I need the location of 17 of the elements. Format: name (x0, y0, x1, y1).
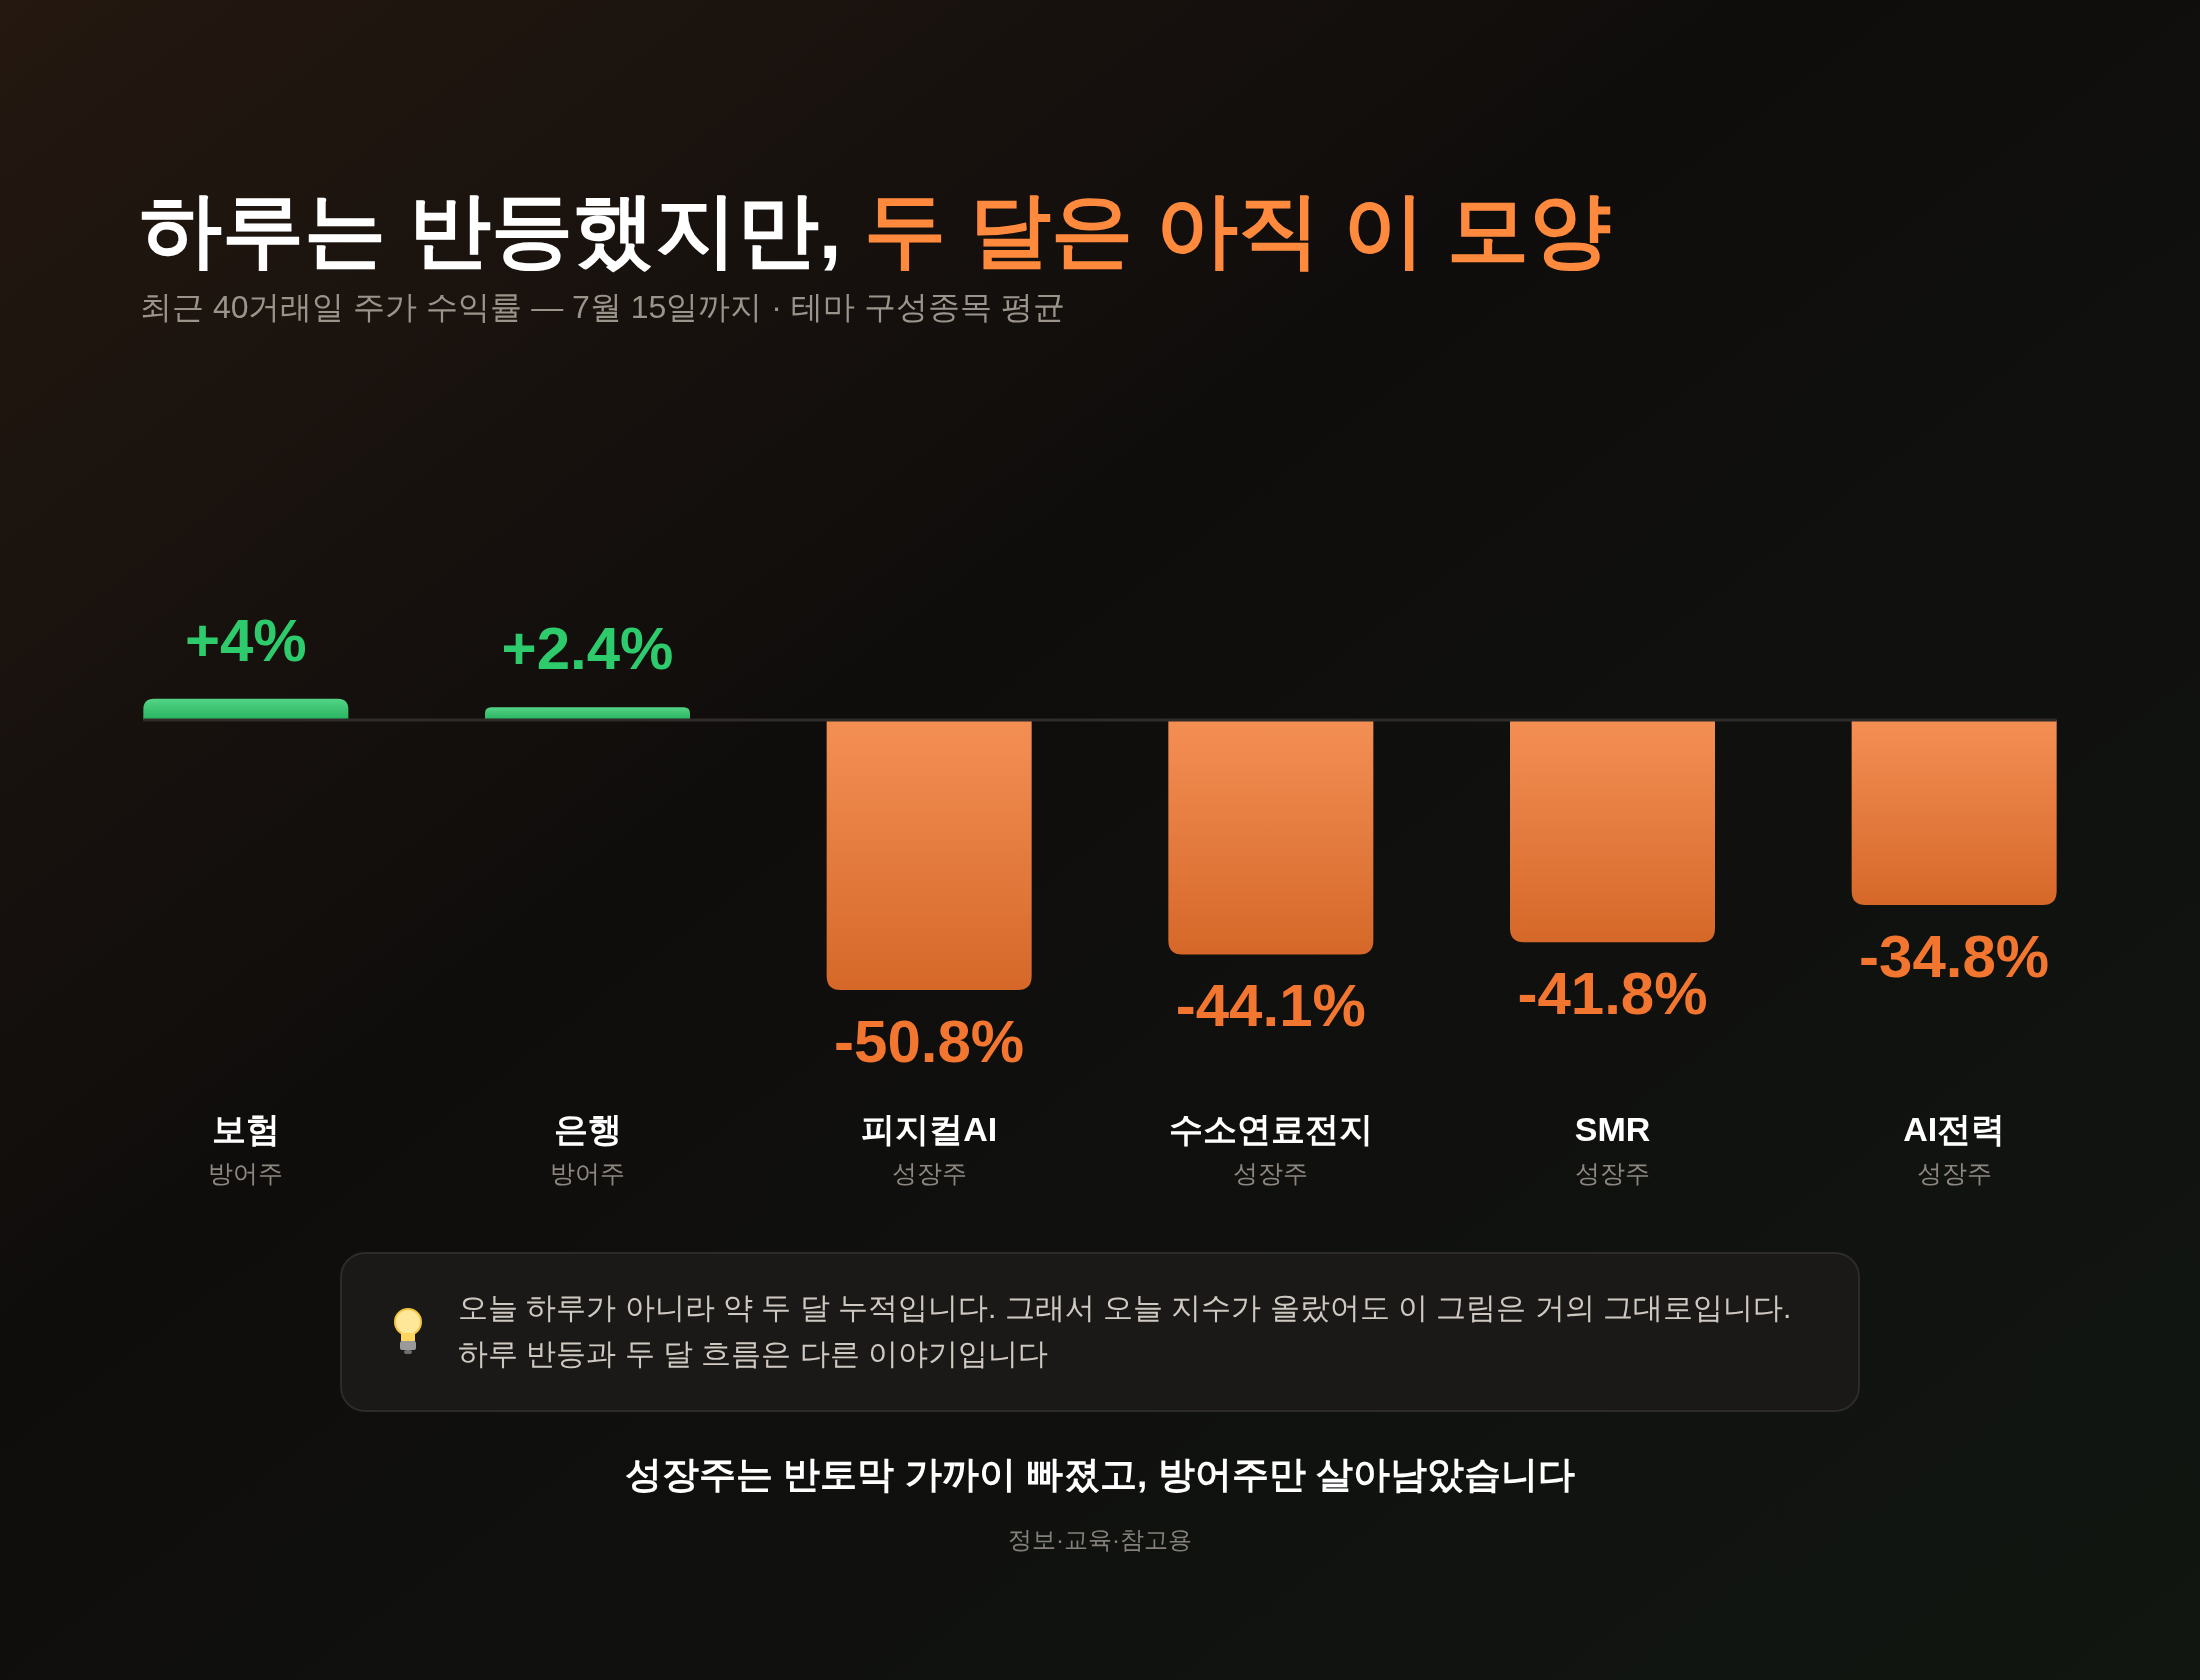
x-tick-label: SMR 성장주 (1574, 1110, 1651, 1187)
data-label: -34.8% (1859, 922, 2050, 990)
x-tick-label: 피지컬AI 성장주 (861, 1110, 998, 1187)
text: 성장주는 반토막 가까이 빠졌고, 방어주만 살아남았습니다 (625, 1454, 1575, 1495)
data-label: +4% (184, 606, 307, 674)
chart-title: 하루는 반등했지만, 두 달은 아직 이 모양 (140, 184, 1612, 275)
x-tick-label: 수소연료전지 성장주 (1168, 1110, 1373, 1187)
chart-subtitle: 최근 40거래일 주가 수익률 — 7월 15일까지 · 테마 구성종목 평균 (140, 289, 1065, 325)
x-tick-label: AI전력 성장주 (1903, 1110, 2006, 1187)
x-tick-label: 보험 방어주 (208, 1110, 284, 1187)
text: 오늘 하루가 아니라 약 두 달 누적입니다. 그래서 오늘 지수가 올랐어도 이 그림은 거의 그대로입니다. 하루 반등과 두 달 흐름은 다른 이야기입니다 (458, 1291, 1792, 1370)
data-label: -44.1% (1175, 972, 1366, 1040)
data-label: +2.4% (501, 615, 674, 683)
data-label: -50.8% (834, 1008, 1025, 1075)
x-tick-label: 은행 방어주 (550, 1110, 625, 1187)
text: 정보·교육·참고용 (1008, 1526, 1192, 1553)
data-label: -41.8% (1517, 960, 1708, 1028)
